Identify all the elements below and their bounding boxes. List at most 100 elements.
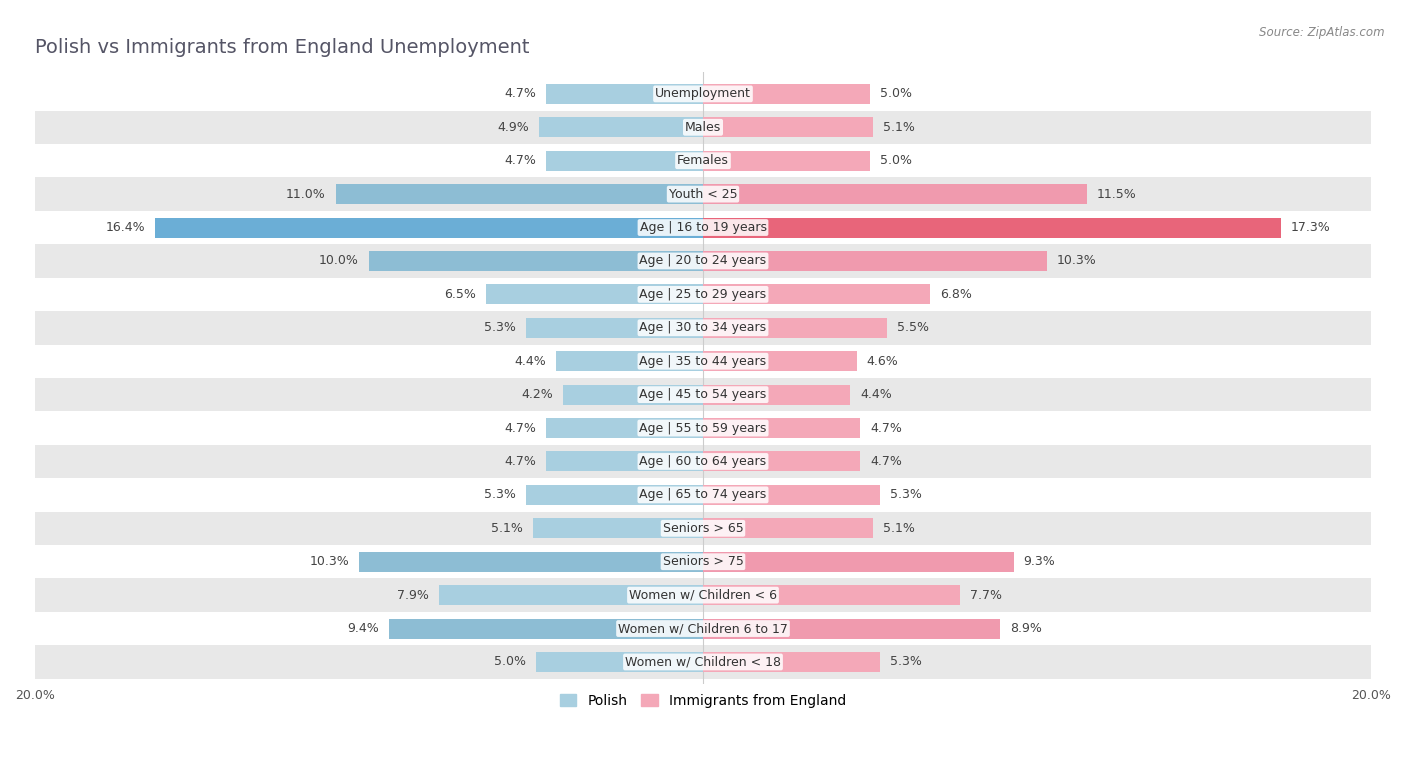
Bar <box>35 411 1371 445</box>
Bar <box>35 311 1371 344</box>
Text: 5.5%: 5.5% <box>897 321 929 335</box>
Bar <box>703 184 1087 204</box>
Bar <box>703 385 851 405</box>
Bar <box>546 418 703 438</box>
Bar <box>703 217 1281 238</box>
Bar <box>35 144 1371 177</box>
Text: Age | 45 to 54 years: Age | 45 to 54 years <box>640 388 766 401</box>
Text: 4.7%: 4.7% <box>505 87 536 101</box>
Text: Age | 60 to 64 years: Age | 60 to 64 years <box>640 455 766 468</box>
Bar <box>35 344 1371 378</box>
Text: 9.4%: 9.4% <box>347 622 380 635</box>
Bar <box>540 117 703 137</box>
Text: 5.0%: 5.0% <box>880 154 912 167</box>
Text: 10.3%: 10.3% <box>1057 254 1097 267</box>
Bar <box>526 484 703 505</box>
Text: Age | 65 to 74 years: Age | 65 to 74 years <box>640 488 766 501</box>
Text: Age | 16 to 19 years: Age | 16 to 19 years <box>640 221 766 234</box>
Bar <box>703 652 880 672</box>
Text: Polish vs Immigrants from England Unemployment: Polish vs Immigrants from England Unempl… <box>35 38 530 57</box>
Bar <box>533 519 703 538</box>
Bar <box>536 652 703 672</box>
Text: 5.1%: 5.1% <box>883 522 915 534</box>
Bar <box>703 117 873 137</box>
Legend: Polish, Immigrants from England: Polish, Immigrants from England <box>554 688 852 713</box>
Text: 4.7%: 4.7% <box>870 455 901 468</box>
Bar <box>486 285 703 304</box>
Text: 5.3%: 5.3% <box>890 656 922 668</box>
Text: 5.3%: 5.3% <box>484 321 516 335</box>
Text: 4.7%: 4.7% <box>505 455 536 468</box>
Bar <box>35 578 1371 612</box>
Text: 17.3%: 17.3% <box>1291 221 1330 234</box>
Bar <box>35 545 1371 578</box>
Bar <box>703 418 860 438</box>
Text: Age | 30 to 34 years: Age | 30 to 34 years <box>640 321 766 335</box>
Bar <box>526 318 703 338</box>
Text: 5.0%: 5.0% <box>880 87 912 101</box>
Bar <box>703 451 860 472</box>
Bar <box>703 84 870 104</box>
Text: Age | 35 to 44 years: Age | 35 to 44 years <box>640 355 766 368</box>
Bar <box>546 151 703 171</box>
Bar <box>703 285 931 304</box>
Text: 11.5%: 11.5% <box>1097 188 1137 201</box>
Text: Age | 25 to 29 years: Age | 25 to 29 years <box>640 288 766 301</box>
Text: 5.1%: 5.1% <box>883 121 915 134</box>
Bar <box>703 351 856 371</box>
Text: Unemployment: Unemployment <box>655 87 751 101</box>
Bar <box>35 612 1371 645</box>
Bar <box>35 645 1371 679</box>
Text: Youth < 25: Youth < 25 <box>669 188 737 201</box>
Bar <box>703 585 960 605</box>
Text: Females: Females <box>678 154 728 167</box>
Text: 4.7%: 4.7% <box>505 154 536 167</box>
Text: 8.9%: 8.9% <box>1011 622 1042 635</box>
Bar <box>35 512 1371 545</box>
Bar <box>35 245 1371 278</box>
Bar <box>703 519 873 538</box>
Text: Seniors > 65: Seniors > 65 <box>662 522 744 534</box>
Text: Women w/ Children 6 to 17: Women w/ Children 6 to 17 <box>619 622 787 635</box>
Bar <box>35 177 1371 211</box>
Text: 7.7%: 7.7% <box>970 589 1002 602</box>
Bar <box>546 451 703 472</box>
Bar <box>703 618 1000 639</box>
Bar <box>35 445 1371 478</box>
Bar <box>703 318 887 338</box>
Bar <box>359 552 703 572</box>
Bar <box>368 251 703 271</box>
Text: Age | 55 to 59 years: Age | 55 to 59 years <box>640 422 766 435</box>
Text: Women w/ Children < 6: Women w/ Children < 6 <box>628 589 778 602</box>
Bar <box>703 484 880 505</box>
Text: 4.7%: 4.7% <box>870 422 901 435</box>
Text: 11.0%: 11.0% <box>285 188 326 201</box>
Bar <box>703 151 870 171</box>
Bar <box>35 378 1371 411</box>
Text: 4.4%: 4.4% <box>860 388 891 401</box>
Bar <box>389 618 703 639</box>
Bar <box>35 478 1371 512</box>
Text: Males: Males <box>685 121 721 134</box>
Bar <box>336 184 703 204</box>
Text: 5.1%: 5.1% <box>491 522 523 534</box>
Text: 4.6%: 4.6% <box>866 355 898 368</box>
Text: 6.5%: 6.5% <box>444 288 475 301</box>
Text: 5.0%: 5.0% <box>494 656 526 668</box>
Text: Age | 20 to 24 years: Age | 20 to 24 years <box>640 254 766 267</box>
Text: 5.3%: 5.3% <box>484 488 516 501</box>
Bar <box>439 585 703 605</box>
Text: Women w/ Children < 18: Women w/ Children < 18 <box>626 656 780 668</box>
Text: Seniors > 75: Seniors > 75 <box>662 555 744 569</box>
Text: 4.2%: 4.2% <box>522 388 553 401</box>
Text: Source: ZipAtlas.com: Source: ZipAtlas.com <box>1260 26 1385 39</box>
Text: 4.4%: 4.4% <box>515 355 546 368</box>
Bar <box>35 111 1371 144</box>
Bar <box>703 552 1014 572</box>
Text: 16.4%: 16.4% <box>105 221 145 234</box>
Bar <box>703 251 1047 271</box>
Text: 10.0%: 10.0% <box>319 254 359 267</box>
Bar <box>155 217 703 238</box>
Text: 9.3%: 9.3% <box>1024 555 1056 569</box>
Text: 5.3%: 5.3% <box>890 488 922 501</box>
